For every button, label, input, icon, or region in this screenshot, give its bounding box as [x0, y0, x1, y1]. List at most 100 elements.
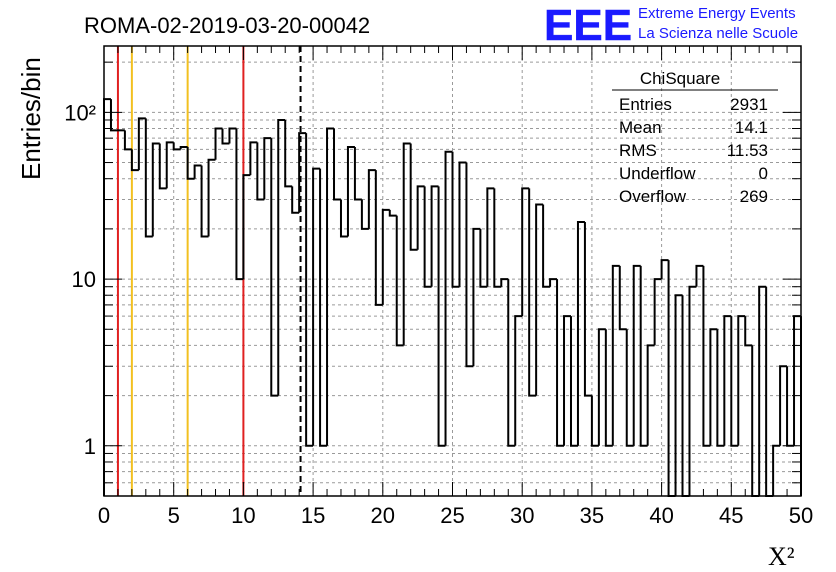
- histogram-bin: [360, 199, 369, 230]
- histogram-bin: [604, 329, 613, 447]
- histogram-bin: [709, 328, 718, 446]
- x-tick-label: 45: [719, 503, 743, 528]
- histogram-bin: [305, 133, 314, 447]
- stats-value-entries: 2931: [730, 95, 768, 114]
- histogram-bin: [521, 187, 530, 317]
- histogram-bin: [737, 315, 746, 446]
- logo-line1: Extreme Energy Events: [638, 5, 796, 22]
- histogram-bin: [395, 215, 404, 347]
- histogram-bin: [549, 278, 558, 287]
- histogram-bin: [388, 209, 397, 217]
- histogram-bin: [639, 265, 648, 447]
- x-tick-label: 50: [789, 503, 813, 528]
- stats-value-underflow: 0: [759, 164, 768, 183]
- histogram-bin: [507, 279, 516, 447]
- histogram-bin: [333, 128, 341, 201]
- histogram-bin: [653, 278, 662, 346]
- histogram-bin: [256, 142, 265, 201]
- histogram-bin: [228, 127, 237, 144]
- histogram-bin: [556, 279, 565, 447]
- histogram-bin: [123, 130, 132, 151]
- histogram-bin: [144, 118, 153, 238]
- histogram-bin: [242, 174, 251, 280]
- histogram-bin: [514, 315, 523, 446]
- x-tick-label: 35: [580, 503, 604, 528]
- histogram-bin: [374, 170, 383, 306]
- logo-mark: EEE: [544, 1, 632, 50]
- stats-label-overflow: Overflow: [619, 187, 687, 206]
- histogram-bin: [444, 150, 453, 446]
- histogram-bin: [130, 149, 139, 172]
- histogram-bin: [186, 146, 195, 180]
- histogram-bin: [179, 145, 188, 150]
- x-tick-label: 40: [649, 503, 673, 528]
- histogram-bin: [249, 141, 258, 176]
- histogram-bin: [109, 99, 118, 132]
- histogram-bin: [528, 188, 537, 397]
- histogram-bin: [744, 316, 753, 347]
- histogram-bin: [716, 329, 725, 447]
- histogram-bin: [270, 138, 279, 397]
- histogram-bin: [772, 444, 781, 496]
- histogram-bin: [465, 162, 474, 368]
- histogram-bin: [353, 146, 362, 201]
- y-tick-label: 10²: [64, 100, 96, 125]
- histogram-bin: [158, 143, 167, 190]
- x-axis-label: X²: [768, 542, 795, 571]
- histogram-bin: [695, 264, 704, 287]
- x-tick-label: 15: [301, 503, 325, 528]
- histogram-bin: [193, 164, 202, 179]
- stats-label-entries: Entries: [619, 95, 672, 114]
- x-tick-label: 30: [510, 503, 534, 528]
- histogram-bin: [207, 158, 216, 237]
- histogram-bin: [660, 259, 669, 280]
- y-tick-label: 10: [72, 267, 96, 292]
- y-tick-label: 1: [84, 434, 96, 459]
- histogram-bin: [472, 227, 481, 367]
- stats-value-rms: 11.53: [727, 141, 768, 160]
- histogram-bin: [402, 142, 411, 346]
- stats-label-rms: RMS: [619, 141, 657, 160]
- histogram-bin: [172, 142, 181, 151]
- logo-line2: La Scienza nelle Scuole: [638, 25, 798, 42]
- histogram-bin: [214, 127, 223, 160]
- histogram-bin: [235, 128, 244, 281]
- histogram-bin: [479, 228, 488, 288]
- eee-logo: EEE Extreme Energy Events La Scienza nel…: [544, 1, 798, 51]
- histogram-bin: [500, 278, 509, 287]
- histogram-bin: [597, 328, 606, 446]
- histogram-bin: [263, 137, 272, 200]
- histogram-bin: [346, 145, 355, 237]
- histogram-bin: [367, 169, 376, 229]
- histogram-bin: [723, 315, 732, 446]
- histogram-bin: [326, 127, 335, 446]
- plot-frame: [103, 45, 802, 497]
- stats-box: ChiSquare Entries 2931 Mean 14.1 RMS 11.…: [612, 69, 778, 206]
- x-tick-label: 5: [168, 503, 180, 528]
- stats-value-overflow: 269: [740, 187, 768, 206]
- histogram-bin: [423, 186, 432, 288]
- histogram-bin: [632, 264, 641, 446]
- histogram-bin: [381, 208, 390, 305]
- histogram-bin: [535, 203, 544, 396]
- histogram-bin: [646, 344, 655, 446]
- stats-label-mean: Mean: [619, 118, 662, 137]
- histogram-bin: [583, 221, 592, 397]
- stats-box-title: ChiSquare: [640, 69, 720, 88]
- histogram-bin: [200, 165, 209, 238]
- histogram-bin: [451, 151, 460, 288]
- x-tick-label: 20: [371, 503, 395, 528]
- histogram-bin: [437, 186, 446, 447]
- histogram-bin: [702, 265, 711, 447]
- chart-title: ROMA-02-2019-03-20-00042: [84, 13, 370, 38]
- histogram-bin: [430, 185, 439, 287]
- histogram-bin: [674, 294, 683, 496]
- histogram-bin: [409, 143, 418, 251]
- histogram-bin: [611, 264, 620, 446]
- x-tick-label: 25: [440, 503, 464, 528]
- histogram-bin: [758, 285, 767, 496]
- histogram-bin: [319, 168, 328, 447]
- histogram-bin: [221, 128, 230, 145]
- histogram-bin: [151, 142, 160, 237]
